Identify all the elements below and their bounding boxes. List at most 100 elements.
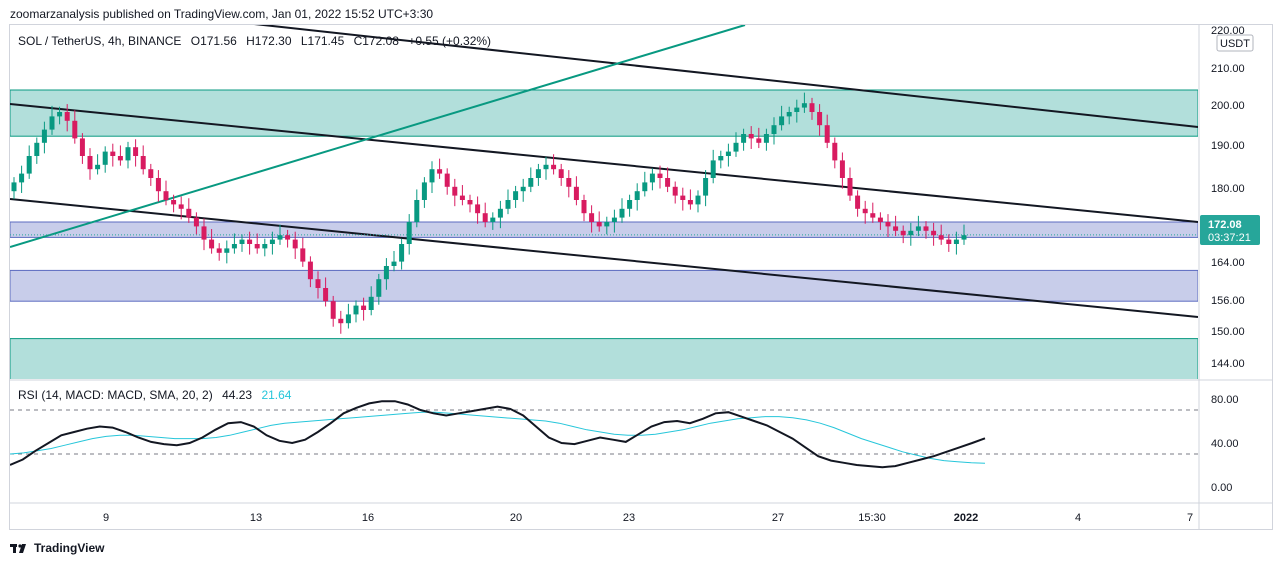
price-axis-tick: 180.00: [1211, 183, 1245, 195]
candle-body: [786, 112, 792, 117]
candle-body: [665, 178, 671, 187]
candle-body: [801, 103, 807, 108]
rsi-legend-label: RSI (14, MACD: MACD, SMA, 20, 2): [18, 388, 213, 402]
time-axis-label: 4: [1075, 512, 1081, 524]
candle-body: [596, 222, 602, 227]
candle-body: [725, 151, 731, 156]
candle-body: [535, 169, 541, 178]
candle-body: [558, 169, 564, 178]
candle-body: [26, 156, 32, 174]
candle-body: [741, 134, 747, 143]
price-axis-tick: 164.00: [1211, 257, 1245, 269]
candle-body: [201, 226, 207, 240]
candle-body: [163, 191, 169, 200]
candle-body: [34, 142, 40, 156]
candle-body: [19, 173, 25, 183]
rsi-line: [10, 400, 986, 469]
rsi-axis-tick: 0.00: [1211, 482, 1232, 494]
candle-body: [824, 125, 830, 143]
candle-body: [216, 248, 222, 253]
candle-body: [209, 239, 215, 249]
candle-body: [262, 244, 268, 249]
candle-body: [414, 200, 420, 222]
candle-body: [102, 151, 108, 165]
candle-body: [794, 107, 800, 112]
candle-body: [581, 200, 587, 214]
candle-body: [376, 279, 382, 297]
candle-body: [900, 230, 906, 236]
candle-body: [72, 120, 78, 139]
candle-body: [627, 200, 633, 209]
tradingview-logo-icon: [10, 544, 26, 553]
candle-body: [938, 235, 944, 240]
candle-body: [345, 314, 351, 324]
candle-body: [421, 182, 427, 200]
time-axis-label: 20: [510, 512, 522, 524]
currency-badge[interactable]: USDT: [1216, 34, 1254, 52]
chart-legend: SOL / TetherUS, 4h, BINANCE O171.56 H172…: [18, 34, 491, 48]
time-axis-label: 7: [1187, 512, 1193, 524]
candle-body: [467, 200, 473, 205]
legend-low: L171.45: [301, 34, 345, 48]
candle-body: [885, 222, 891, 227]
candle-body: [399, 244, 405, 262]
candle-body: [513, 191, 519, 200]
candle-body: [171, 200, 177, 205]
candle-body: [634, 191, 640, 200]
price-axis-tick: 150.00: [1211, 326, 1245, 338]
candle-body: [315, 279, 321, 288]
countdown-value: 03:37:21: [1208, 232, 1251, 244]
price-axis-tick: 190.00: [1211, 140, 1245, 152]
candle-body: [437, 169, 443, 174]
price-axis-tick: 200.00: [1211, 100, 1245, 112]
candle-body: [64, 112, 70, 121]
candle-body: [383, 266, 389, 280]
candle-body: [482, 213, 488, 222]
price-axis-tick: 144.00: [1211, 358, 1245, 370]
candle-body: [779, 116, 785, 126]
legend-close: C172.08: [354, 34, 400, 48]
chart-canvas[interactable]: 220.00210.00200.00190.00180.00164.00156.…: [10, 25, 1272, 529]
candle-body: [931, 230, 937, 236]
last-price-badge: 172.08 03:37:21: [1200, 215, 1260, 245]
candle-body: [307, 261, 313, 280]
trendline-ascending: [10, 25, 746, 248]
candle-body: [452, 186, 458, 196]
candle-body: [763, 134, 769, 143]
trendline-upper: [254, 25, 1198, 128]
candle-body: [703, 178, 709, 196]
candle-body: [148, 169, 154, 178]
legend-change: +0.55 (+0.32%): [408, 34, 491, 48]
candle-body: [551, 164, 557, 170]
zone-support-3: [10, 338, 1198, 379]
candle-body: [155, 178, 161, 192]
candle-body: [870, 213, 876, 218]
candle-body: [710, 160, 716, 178]
candle-body: [11, 182, 17, 192]
rsi-axis-tick: 80.00: [1211, 394, 1239, 406]
price-axis-tick: 220.00: [1211, 25, 1245, 37]
candle-body: [269, 239, 275, 244]
candle-body: [908, 230, 914, 236]
candle-body: [528, 178, 534, 187]
candle-body: [459, 195, 465, 200]
candle-body: [718, 156, 724, 161]
candle-body: [642, 182, 648, 192]
candle-body: [186, 208, 192, 218]
time-axis-label: 9: [103, 512, 109, 524]
candle-body: [277, 235, 283, 240]
candle-body: [87, 156, 93, 170]
candle-body: [361, 305, 367, 310]
chart-frame[interactable]: 220.00 210.00 200.00 190.00 180.00 164.00 156.…: [9, 24, 1273, 530]
candle-body: [847, 178, 853, 196]
time-axis-label: 23: [623, 512, 635, 524]
trendline-middle: [10, 103, 1198, 223]
candle-body: [330, 301, 336, 319]
candle-body: [649, 173, 655, 183]
candle-body: [338, 318, 344, 324]
rsi-signal-line: [10, 411, 986, 464]
candle-body: [520, 186, 526, 192]
candle-body: [429, 169, 435, 183]
candle-body: [619, 208, 625, 218]
candle-body: [877, 217, 883, 222]
